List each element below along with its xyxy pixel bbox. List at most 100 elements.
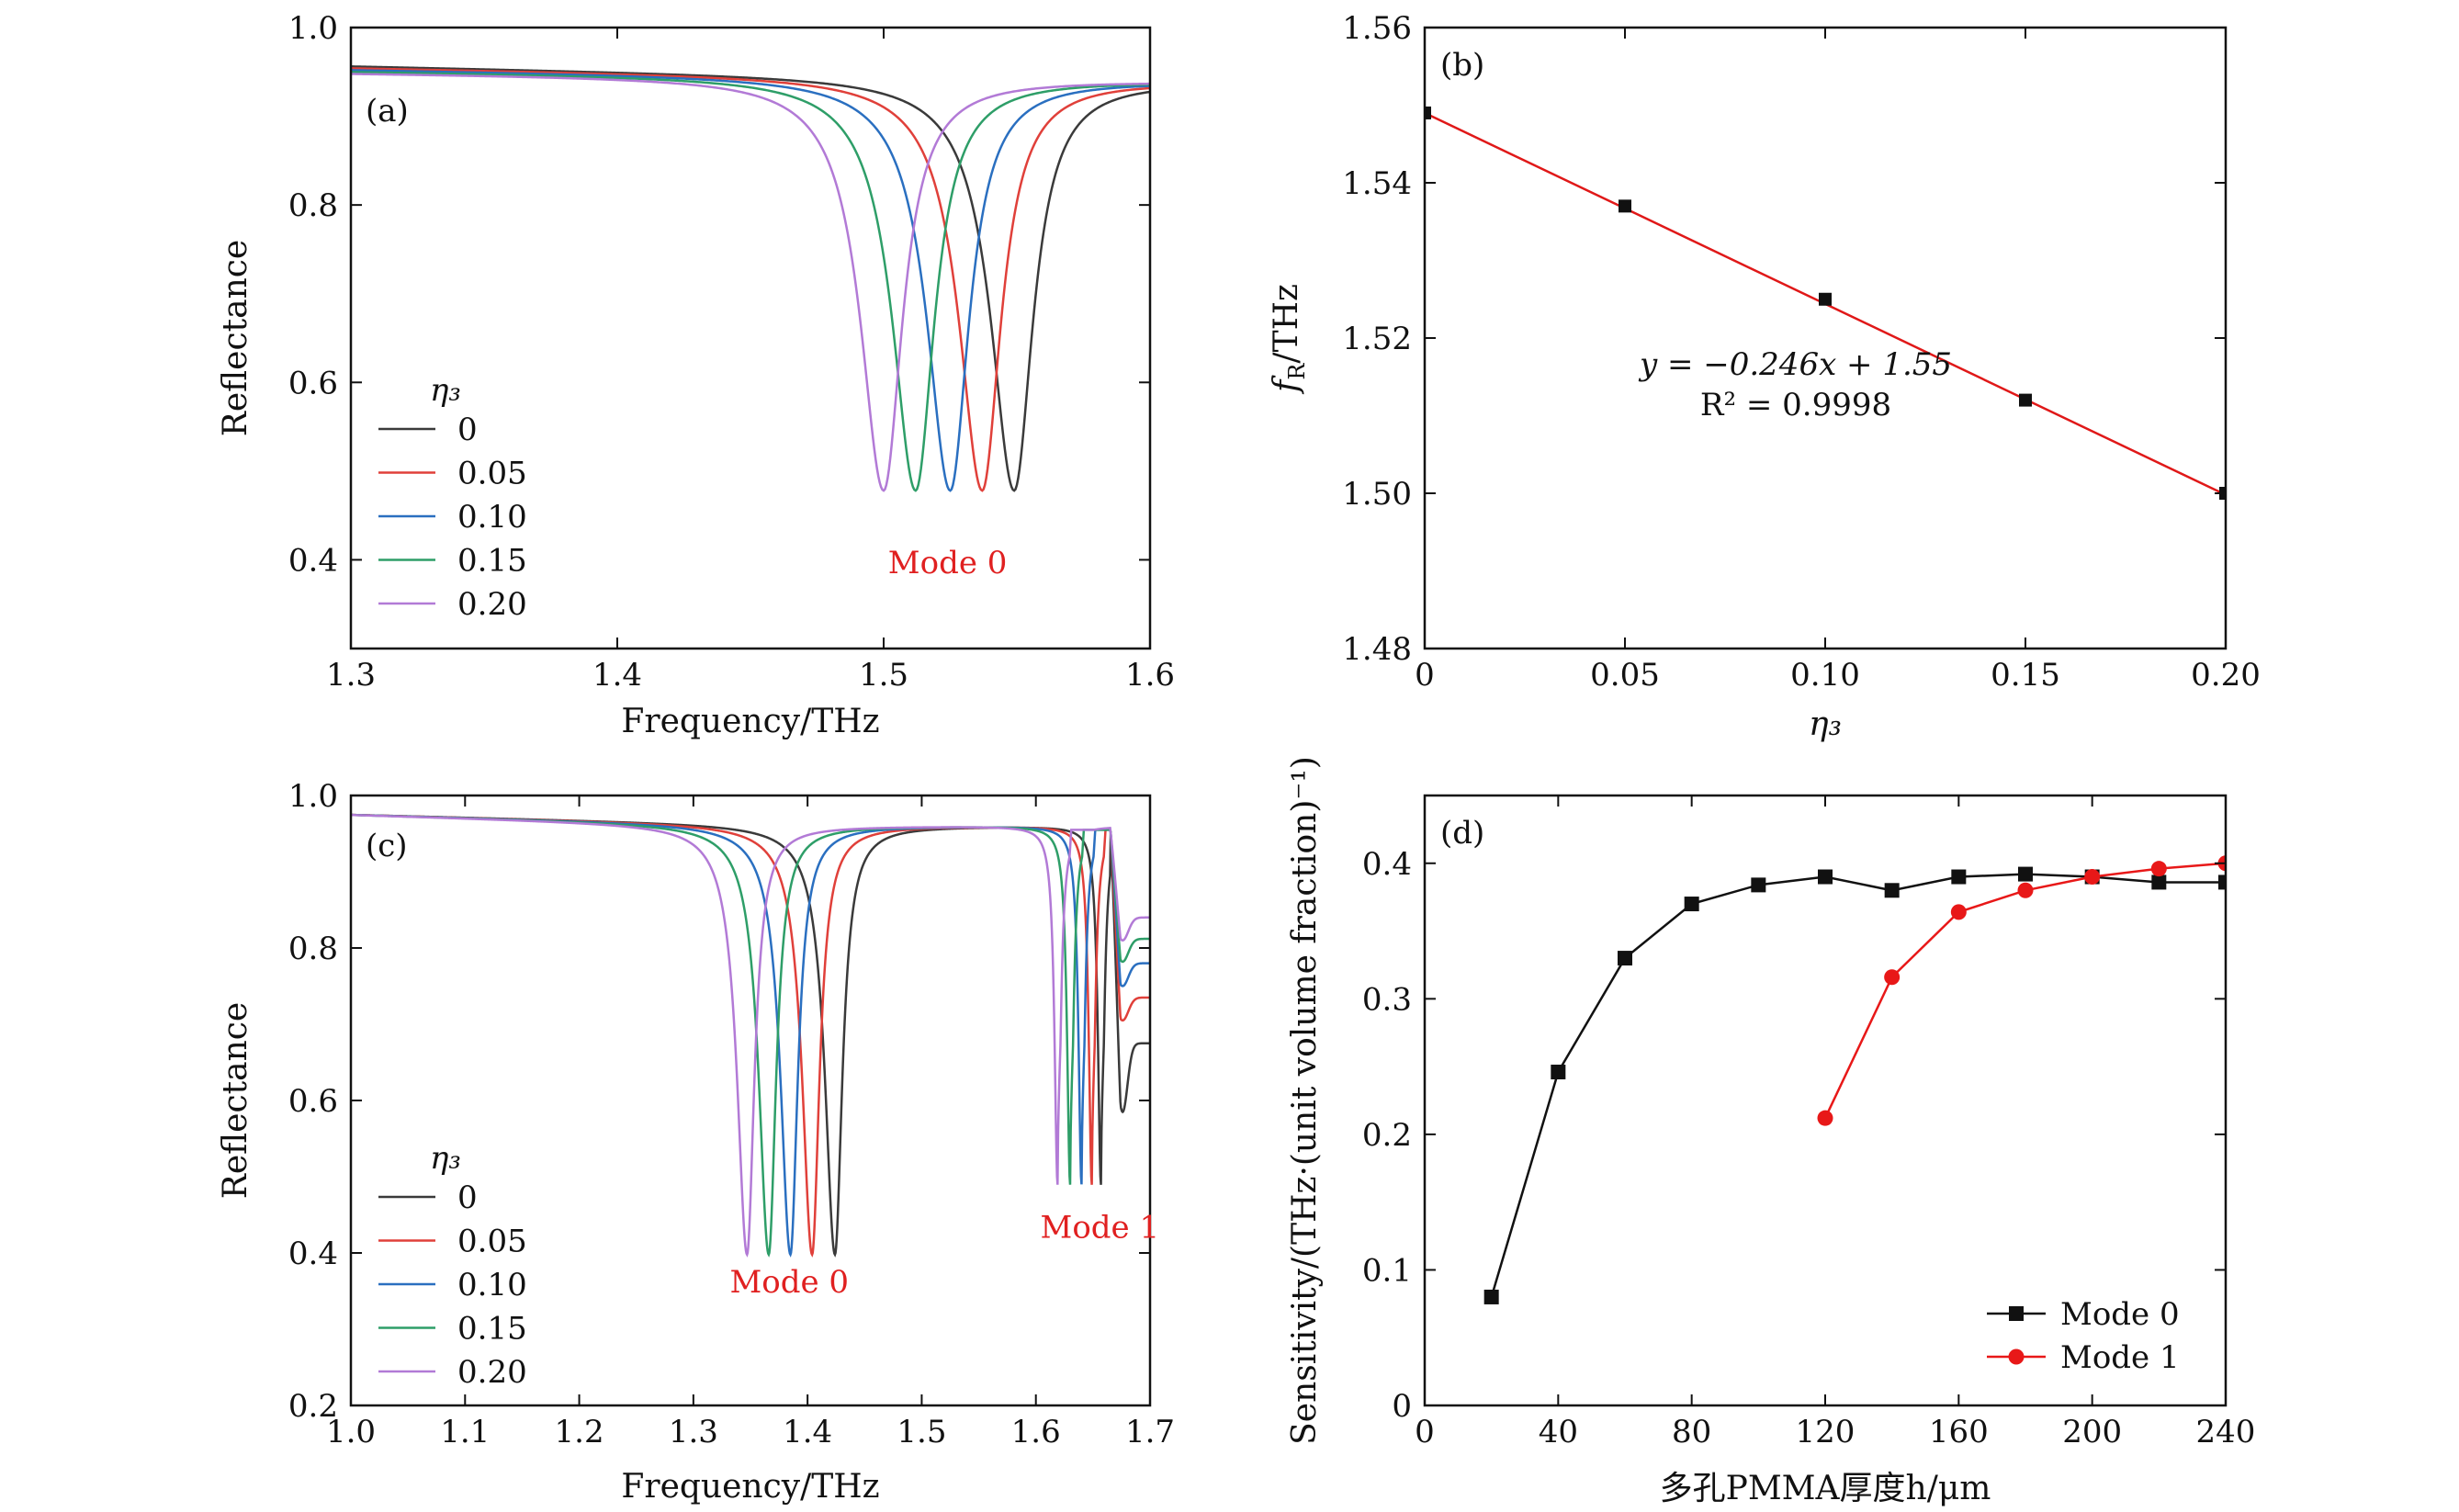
panel-d-marker-square xyxy=(1684,897,1699,912)
panel-a-legend-label: 0.20 xyxy=(457,586,527,623)
panel-b-r2: R² = 0.9998 xyxy=(1700,387,1891,423)
panel-a-xtick-label: 1.6 xyxy=(1125,657,1175,694)
panel-d-xtick-label: 160 xyxy=(1929,1414,1989,1450)
panel-a-series-line xyxy=(351,69,1150,492)
panel-d-marker-square xyxy=(1751,877,1766,893)
panel-d-marker-square xyxy=(2151,874,2167,890)
panel-b-xtick-label: 0 xyxy=(1415,657,1435,694)
panel-b-equation: y = −0.246x + 1.55 xyxy=(1638,346,1952,383)
panel-c-xtick-label: 1.1 xyxy=(440,1414,490,1450)
panel-a-x-label: Frequency/THz xyxy=(621,703,879,740)
panel-b-xtick-label: 0.10 xyxy=(1790,657,1860,694)
panel-d-legend-marker xyxy=(2008,1348,2025,1365)
panel-c-legend-label: 0.15 xyxy=(457,1311,527,1348)
panel-c-xtick-label: 1.0 xyxy=(326,1414,376,1450)
panel-c-curves xyxy=(351,813,1150,1258)
panel-d-ticks: 0 40 80 120 160 200 240 0 0.1 0.2 0.3 0.4 xyxy=(1362,795,2256,1450)
panel-b: 0 0.05 0.10 0.15 0.20 1.48 1.50 1.52 1.54 1.56 (b… xyxy=(1268,10,2261,743)
panel-d-marker-circle xyxy=(2084,869,2101,886)
panel-c-xtick-label: 1.2 xyxy=(555,1414,604,1450)
panel-d-xtick-label: 120 xyxy=(1796,1414,1856,1450)
panel-c-xtick-label: 1.4 xyxy=(783,1414,832,1450)
panel-c: 1.0 1.1 1.2 1.3 1.4 1.5 1.6 1.7 0.2 0.4 0.6 0.81.0 … xyxy=(217,778,1175,1506)
panel-d-xtick-label: 0 xyxy=(1415,1414,1435,1450)
panel-b-y-label-unit: /THz xyxy=(1268,284,1305,364)
panel-b-data-point xyxy=(1819,292,1832,306)
panel-a-ytick-label: 0.4 xyxy=(288,542,338,579)
panel-d-marker-square xyxy=(1551,1065,1566,1080)
panel-c-ytick-label: 0.8 xyxy=(288,931,338,967)
panel-b-data-point xyxy=(1425,106,1431,119)
panel-c-y-label: Reflectance xyxy=(217,1002,254,1199)
panel-c-label: (c) xyxy=(366,828,408,864)
panel-a-ticks: 1.3 1.4 1.5 1.6 0.4 0.6 0.8 1.0 xyxy=(288,10,1175,694)
panel-d-legend-marker xyxy=(2009,1306,2024,1321)
panel-b-frame xyxy=(1423,26,2228,650)
panel-b-y-label: fR/THz xyxy=(1268,284,1310,395)
panel-b-ytick-label: 1.54 xyxy=(1342,165,1412,202)
panel-c-legend-label: 0.05 xyxy=(457,1224,527,1260)
panel-d-ytick-label: 0.4 xyxy=(1362,846,1412,883)
panel-d: 0 40 80 120 160 200 240 0 0.1 0.2 0.3 0.4 (d) 多孔PMM… xyxy=(1286,756,2255,1507)
panel-c-xtick-label: 1.6 xyxy=(1011,1414,1061,1450)
panel-a-label: (a) xyxy=(366,93,409,130)
panel-d-xtick-label: 40 xyxy=(1539,1414,1578,1450)
panel-c-legend-label: 0 xyxy=(457,1179,478,1216)
panel-c-ytick-label: 0.6 xyxy=(288,1083,338,1120)
panel-b-y-label-sub: R xyxy=(1284,363,1310,380)
panel-c-ytick-label: 0.2 xyxy=(288,1388,338,1425)
panel-a-xtick-label: 1.4 xyxy=(592,657,642,694)
panel-c-legend: 0 0.05 0.10 0.15 0.20 xyxy=(378,1179,527,1391)
panel-a-annotations: Mode 0 xyxy=(888,545,1008,581)
panel-d-marker-square xyxy=(1618,951,1632,966)
panel-d-legend: Mode 0 Mode 1 xyxy=(1987,1296,2180,1376)
panel-a-legend-label: 0 xyxy=(457,412,478,448)
panel-d-label: (d) xyxy=(1440,815,1484,852)
panel-d-marker-square xyxy=(2018,866,2033,882)
panel-d-marker-circle xyxy=(1817,1110,1833,1126)
panel-a-ytick-label: 0.8 xyxy=(288,187,338,224)
panel-a-series-line xyxy=(351,71,1150,492)
panel-d-marker-square xyxy=(2218,874,2226,890)
panel-c-annotation: Mode 0 xyxy=(729,1264,849,1301)
panel-d-marker-circle xyxy=(1950,904,1967,920)
panel-b-xtick-label: 0.05 xyxy=(1590,657,1660,694)
panel-a-series-line xyxy=(351,73,1150,492)
panel-a-legend: 0 0.05 0.10 0.15 0.20 xyxy=(378,412,527,623)
panel-c-annotations: Mode 0 Mode 1 xyxy=(729,1209,1159,1301)
panel-b-data-point xyxy=(1619,199,1631,213)
panel-c-xtick-label: 1.5 xyxy=(897,1414,946,1450)
panel-d-xtick-label: 240 xyxy=(2196,1414,2256,1450)
panel-b-ticks: 0 0.05 0.10 0.15 0.20 1.48 1.50 1.52 1.54 1.56 xyxy=(1342,10,2261,694)
panel-d-xtick-label: 80 xyxy=(1672,1414,1711,1450)
panel-a-ytick-label: 1.0 xyxy=(288,10,338,47)
panel-a-xtick-label: 1.3 xyxy=(326,657,376,694)
panel-a-legend-label: 0.05 xyxy=(457,456,527,492)
panel-b-ytick-label: 1.50 xyxy=(1342,476,1412,513)
panel-b-xtick-label: 0.15 xyxy=(1991,657,2060,694)
panel-a-y-label: Reflectance xyxy=(217,240,254,436)
panel-c-series-line xyxy=(351,813,1150,1258)
panel-d-marker-circle xyxy=(2150,861,2167,877)
panel-a-series-line xyxy=(351,65,1150,492)
panel-b-ytick-label: 1.52 xyxy=(1342,321,1412,357)
panel-d-marker-square xyxy=(1951,869,1967,885)
panel-d-series-line xyxy=(1490,873,2226,1298)
panel-a-legend-label: 0.10 xyxy=(457,499,527,536)
panel-c-ticks: 1.0 1.1 1.2 1.3 1.4 1.5 1.6 1.7 0.2 0.4 0.6 0.8 1.0 xyxy=(288,778,1175,1450)
panel-a-xtick-label: 1.5 xyxy=(859,657,908,694)
panel-d-marker-circle xyxy=(1884,969,1901,986)
panel-b-xtick-label: 0.20 xyxy=(2191,657,2261,694)
panel-c-xtick-label: 1.3 xyxy=(669,1414,718,1450)
panel-d-ytick-label: 0 xyxy=(1392,1388,1412,1425)
panel-d-series-line xyxy=(1823,862,2226,1119)
panel-c-ytick-label: 1.0 xyxy=(288,778,338,815)
panel-d-ytick-label: 0.2 xyxy=(1362,1117,1412,1154)
panel-a-ytick-label: 0.6 xyxy=(288,365,338,401)
panel-a-annotation: Mode 0 xyxy=(888,545,1008,581)
panel-b-ytick-label: 1.48 xyxy=(1342,631,1412,668)
panel-d-marker-square xyxy=(1818,869,1833,885)
panel-c-annotation: Mode 1 xyxy=(1041,1209,1160,1246)
panel-d-xtick-label: 200 xyxy=(2062,1414,2122,1450)
